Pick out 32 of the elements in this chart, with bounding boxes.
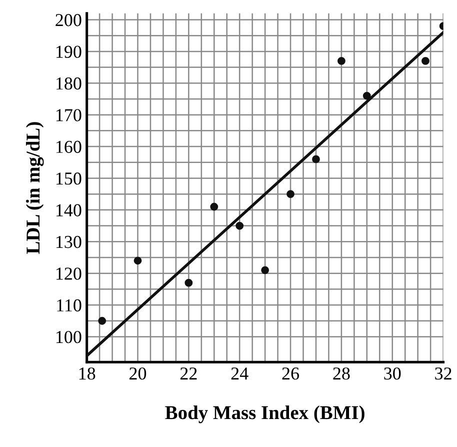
point [337, 57, 346, 65]
point [312, 155, 320, 164]
x-tick-label: 28 [333, 367, 350, 380]
point [286, 190, 294, 198]
y-tick-label: 150 [56, 172, 82, 185]
y-tick-label: 100 [56, 330, 82, 344]
y-tick-label: 170 [56, 109, 82, 122]
x-axis-title: Body Mass Index (BMI) [165, 406, 364, 424]
x-tick-label: 22 [180, 368, 197, 380]
x-tick-label: 20 [130, 367, 146, 380]
x-tick-label: 30 [384, 367, 401, 380]
point [210, 202, 218, 211]
point [98, 316, 106, 325]
x-tick-label: 26 [282, 368, 300, 380]
point [362, 92, 371, 100]
x-tick-label: 24 [231, 368, 248, 380]
y-tick-label: 140 [56, 204, 82, 216]
y-tick-label: 120 [56, 268, 82, 280]
y-axis-title: LDL (in mg/dL) [26, 122, 44, 254]
point [134, 256, 142, 265]
point [184, 278, 193, 287]
y-tick-label: 130 [56, 236, 82, 248]
x-tick-label: 18 [79, 367, 96, 380]
x-tick-label: 32 [435, 368, 452, 380]
point [236, 222, 244, 230]
y-tick-label: 200 [56, 14, 82, 26]
y-tick-label: 160 [56, 140, 82, 153]
point [422, 57, 430, 65]
point [261, 266, 270, 274]
y-tick-label: 190 [56, 46, 82, 58]
y-tick-label: 110 [57, 299, 82, 312]
y-tick-label: 180 [56, 77, 82, 90]
